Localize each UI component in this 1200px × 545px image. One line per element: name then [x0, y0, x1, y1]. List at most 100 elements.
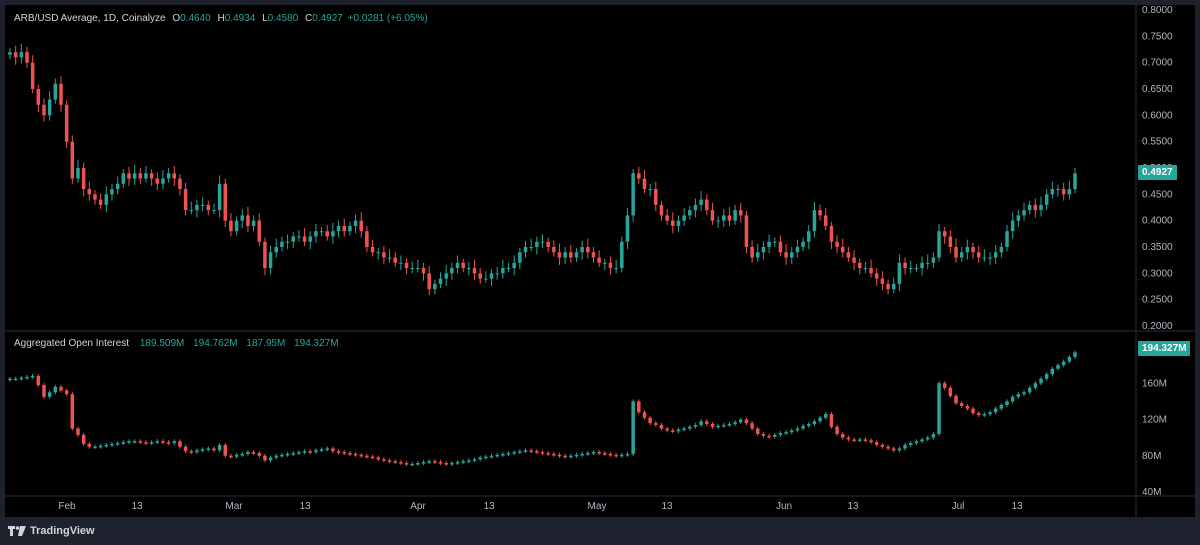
candle: [1027, 204, 1032, 211]
candle: [931, 257, 936, 263]
candle: [586, 247, 590, 253]
oi-bar: [166, 442, 171, 444]
oi-bar: [382, 459, 386, 461]
candle: [404, 262, 409, 269]
candle: [778, 241, 783, 253]
candle: [948, 236, 953, 247]
oi-bar: [965, 405, 970, 409]
oi-bar: [348, 453, 352, 455]
oi-tick-label: 40M: [1142, 487, 1161, 498]
oi-bar: [812, 421, 817, 425]
time-tick-label: 13: [299, 501, 311, 512]
candle: [268, 252, 273, 269]
oi-bar: [461, 461, 465, 463]
candle: [761, 247, 766, 253]
oi-bar: [13, 378, 18, 381]
oi-bar: [359, 454, 363, 457]
candle: [869, 268, 873, 274]
oi-bar: [914, 441, 919, 444]
oi-bar: [280, 454, 284, 457]
oi-bar: [557, 454, 562, 457]
candle: [789, 252, 794, 258]
oi-bar: [954, 395, 958, 404]
candle: [348, 225, 352, 232]
oi-tick-label: 120M: [1142, 415, 1167, 426]
oi-bar: [104, 444, 109, 447]
oi-bar: [501, 453, 505, 456]
oi-bar: [818, 417, 822, 422]
candle: [999, 247, 1004, 253]
candle: [1073, 173, 1077, 190]
candle: [87, 189, 92, 195]
oi-bar: [178, 441, 182, 447]
oi-bar: [161, 441, 165, 443]
oi-bar: [274, 455, 279, 458]
oi-bar: [959, 403, 964, 406]
candle: [353, 220, 358, 226]
oi-bar: [47, 392, 52, 397]
candle: [914, 268, 919, 270]
oi-bar: [886, 446, 890, 449]
candle: [857, 262, 862, 269]
oi-bar: [620, 454, 624, 457]
price-legend-title: ARB/USD Average, 1D, Coinalyze: [14, 13, 166, 24]
candle: [506, 268, 511, 270]
candle: [903, 262, 907, 269]
candle: [597, 257, 601, 263]
candle: [688, 210, 692, 216]
candle: [852, 257, 856, 263]
candle: [540, 241, 545, 243]
oi-bar: [682, 428, 686, 431]
candle: [195, 204, 199, 211]
candle: [336, 225, 341, 232]
oi-bar: [642, 412, 647, 418]
oi-bar: [631, 401, 635, 454]
oi-bar: [688, 426, 692, 429]
oi-legend: Aggregated Open Interest 189.509M 194.76…: [14, 338, 339, 350]
time-tick-label: 13: [483, 501, 495, 512]
oi-bar: [438, 462, 443, 464]
oi-bar: [523, 450, 528, 452]
candle: [365, 231, 369, 247]
candle: [42, 104, 46, 116]
tradingview-logo[interactable]: TradingView: [8, 523, 95, 539]
time-tick-label: Mar: [225, 501, 243, 512]
candle: [693, 204, 698, 211]
high-value: 0.4934: [224, 13, 256, 24]
oi-bar: [110, 443, 114, 446]
candle: [53, 83, 58, 100]
oi-bar: [920, 439, 924, 442]
oi-bar: [427, 461, 431, 463]
time-axis-labels: Feb 13 Mar 13 Apr 13 May 13 Jun 13 Jul 13: [58, 501, 1023, 512]
price-legend: ARB/USD Average, 1D, Coinalyze O0.4640 H…: [14, 13, 428, 24]
candle: [263, 241, 267, 269]
candle: [1005, 231, 1009, 247]
oi-axis-labels: 200M160M120M80M40M: [1142, 342, 1167, 498]
time-tick-label: 13: [847, 501, 859, 512]
candle: [563, 252, 567, 258]
price-tick-label: 0.2000: [1142, 321, 1173, 332]
oi-bar: [121, 442, 126, 444]
time-tick-label: 13: [131, 501, 143, 512]
candle: [206, 204, 211, 211]
candle: [110, 189, 114, 195]
candle: [806, 231, 811, 242]
candle: [319, 231, 324, 233]
oi-bar: [993, 408, 998, 413]
candle: [954, 247, 958, 258]
candle: [325, 231, 329, 237]
oi-bar: [603, 453, 607, 455]
candle: [1039, 204, 1043, 211]
candle: [1061, 189, 1066, 195]
candle: [795, 247, 800, 253]
candle: [387, 257, 392, 259]
candle: [399, 262, 403, 264]
price-tick-label: 0.4500: [1142, 189, 1173, 200]
candle: [1044, 194, 1049, 205]
oi-bar: [59, 386, 63, 391]
candle: [727, 215, 732, 221]
oi-bar: [450, 463, 454, 465]
price-axis[interactable]: [1136, 5, 1195, 517]
price-tick-label: 0.4000: [1142, 216, 1173, 227]
